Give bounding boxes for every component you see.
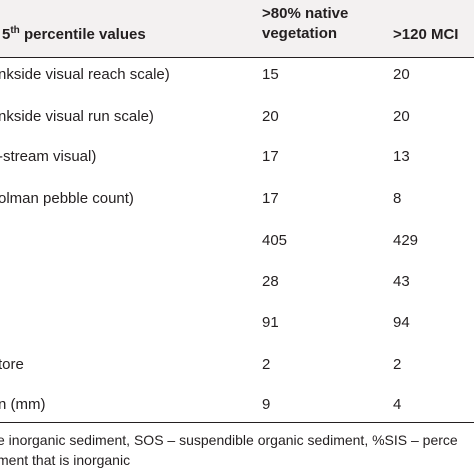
row-label: tore — [0, 356, 24, 373]
row-value-mci: 43 — [393, 273, 410, 290]
row-value-mci: 13 — [393, 148, 410, 165]
row-value-native: 9 — [262, 396, 271, 413]
row-value-mci: 20 — [393, 108, 410, 125]
row-value-native: 17 — [262, 190, 279, 207]
row-value-mci: 429 — [393, 232, 419, 249]
row-value-native: 28 — [262, 273, 279, 290]
footnote-line-1: e inorganic sediment, SOS – suspendible … — [0, 432, 458, 448]
row-value-native: 17 — [262, 148, 279, 165]
footnote-line-2: ment that is inorganic — [0, 452, 131, 468]
header-native-vegetation: >80% native vegetation — [262, 5, 349, 42]
row-value-mci: 94 — [393, 314, 410, 331]
row-value-native: 2 — [262, 356, 271, 373]
row-value-mci: 20 — [393, 66, 410, 83]
table-header: 5th percentile values >80% native vegeta… — [0, 0, 474, 57]
header-mci: >120 MCI — [393, 26, 459, 43]
row-label: nkside visual reach scale) — [0, 66, 170, 83]
table-bottom-rule — [0, 422, 474, 423]
row-value-native: 15 — [262, 66, 279, 83]
row-value-mci: 8 — [393, 190, 402, 207]
row-label: n (mm) — [0, 396, 46, 413]
row-value-native: 405 — [262, 232, 288, 249]
header-percentile-values: 5th percentile values — [2, 25, 146, 43]
row-value-native: 20 — [262, 108, 279, 125]
row-label: nkside visual run scale) — [0, 108, 154, 125]
row-value-native: 91 — [262, 314, 279, 331]
row-value-mci: 4 — [393, 396, 402, 413]
row-label: olman pebble count) — [0, 190, 134, 207]
row-label: -stream visual) — [0, 148, 97, 165]
header-rule — [0, 57, 474, 58]
row-value-mci: 2 — [393, 356, 402, 373]
